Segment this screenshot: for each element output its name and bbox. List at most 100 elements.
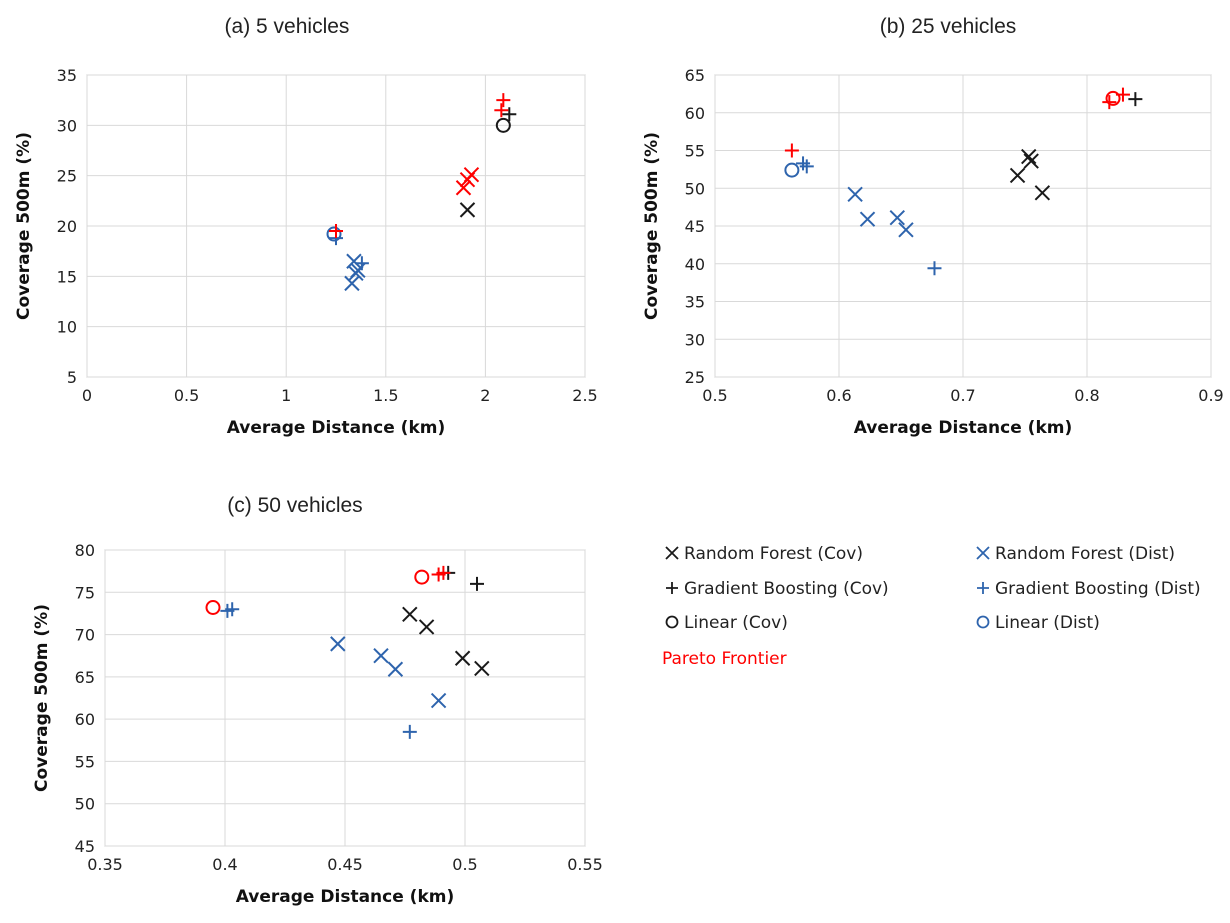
data-point-pareto-frontier [496, 93, 511, 108]
data-point-random-forest-cov [1009, 167, 1026, 184]
y-tick-label: 55 [685, 142, 705, 161]
data-point-random-forest-dist [889, 209, 905, 226]
legend-item-gradient-boosting-dist: Gradient Boosting (Dist) [977, 579, 1201, 599]
data-point-gradient-boosting-cov [470, 576, 484, 591]
legend-marker-x [976, 546, 990, 560]
series-random-forest-dist [847, 186, 914, 238]
data-point-random-forest-dist [346, 253, 362, 269]
y-axis-label: Coverage 500m (%) [32, 604, 52, 792]
x-tick-label: 0 [82, 386, 92, 405]
series-random-forest-dist [330, 636, 447, 709]
data-point-pareto-frontier [463, 166, 480, 183]
x-tick-label: 2.5 [572, 386, 597, 405]
chart-50-vehicles: (c) 50 vehicles 0.35 0.4 0.45 0.5 0.55 45 50 55 6… [32, 494, 603, 907]
x-tick-label: 0.4 [212, 855, 237, 874]
series-pareto-frontier [455, 166, 480, 196]
data-point-gradient-boosting-dist [220, 603, 235, 618]
legend-marker-circle [665, 615, 679, 629]
data-point-random-forest-dist [859, 211, 876, 227]
x-tick-label: 0.6 [826, 386, 851, 405]
data-point-random-forest-dist [430, 692, 447, 709]
y-tick-label: 55 [75, 752, 95, 771]
legend: Random Forest (Cov) Random Forest (Dist) G… [662, 544, 1201, 669]
x-tick-label: 0.7 [950, 386, 975, 405]
x-tick-label: 0.5 [174, 386, 199, 405]
legend-marker-plus [666, 582, 678, 594]
series-random-forest-cov [402, 606, 490, 677]
chart-title: (b) 25 vehicles [880, 15, 1017, 38]
data-point-gradient-boosting-dist [354, 256, 369, 271]
y-tick-label: 45 [685, 217, 705, 236]
series-gradient-boosting-cov [1128, 92, 1143, 107]
data-point-random-forest-cov [454, 650, 471, 666]
data-point-pareto-frontier [205, 600, 221, 616]
data-point-pareto-frontier [1115, 87, 1130, 102]
series-pareto-frontier [431, 565, 451, 582]
data-point-random-forest-dist [898, 222, 914, 238]
series-gradient-boosting-dist [796, 156, 942, 276]
x-tick-label: 0.8 [1074, 386, 1099, 405]
chart-title: (c) 50 vehicles [227, 494, 362, 517]
series-pareto-frontier [329, 93, 511, 239]
series-linear-dist [784, 162, 800, 178]
y-tick-label: 60 [75, 710, 95, 729]
series-random-forest-dist [344, 253, 366, 292]
data-point-linear-cov [495, 117, 511, 133]
x-axis-label: Average Distance (km) [227, 418, 445, 438]
data-point-random-forest-cov [474, 660, 490, 677]
data-point-random-forest-cov [1023, 153, 1039, 169]
chart-title: (a) 5 vehicles [225, 15, 350, 38]
legend-item-linear-cov: Linear (Cov) [665, 613, 788, 633]
series-gradient-boosting-cov [441, 565, 484, 591]
y-tick-label: 35 [57, 66, 77, 85]
x-tick-label: 2 [480, 386, 490, 405]
data-point-pareto-frontier [1102, 95, 1117, 110]
legend-pareto-label: Pareto Frontier [662, 649, 787, 669]
legend-marker-circle [976, 615, 990, 629]
y-tick-label: 50 [75, 795, 95, 814]
legend-label: Gradient Boosting (Dist) [995, 579, 1201, 599]
series-random-forest-cov [459, 202, 476, 218]
data-point-gradient-boosting-cov [502, 107, 517, 122]
chart-5-vehicles: (a) 5 vehicles 0 0.5 1 1.5 2 2.5 5 10 15 20 25 30 35 A… [14, 15, 598, 438]
data-point-linear-dist [784, 162, 800, 178]
y-tick-label: 25 [57, 167, 77, 186]
y-tick-label: 75 [75, 583, 95, 602]
data-point-random-forest-dist [373, 648, 389, 664]
series-random-forest-cov [1009, 148, 1051, 201]
data-point-gradient-boosting-dist [927, 261, 942, 276]
data-point-pareto-frontier [1105, 90, 1121, 106]
y-tick-label: 20 [57, 217, 77, 236]
legend-marker-x [665, 546, 679, 560]
x-tick-label: 0.55 [567, 855, 603, 874]
x-tick-label: 0.35 [87, 855, 123, 874]
data-point-gradient-boosting-cov [1128, 92, 1143, 107]
x-tick-label: 0.5 [452, 855, 477, 874]
data-point-random-forest-dist [847, 186, 863, 202]
data-point-gradient-boosting-dist [799, 159, 814, 174]
y-tick-label: 50 [685, 179, 705, 198]
y-tick-label: 35 [685, 293, 705, 312]
x-tick-label: 0.5 [702, 386, 727, 405]
data-point-gradient-boosting-dist [402, 724, 417, 739]
data-point-pareto-frontier [784, 143, 799, 158]
y-tick-label: 65 [685, 66, 705, 85]
series-gradient-boosting-dist [329, 231, 369, 271]
data-point-random-forest-cov [1034, 185, 1051, 201]
data-point-random-forest-dist [330, 636, 346, 652]
legend-label: Linear (Cov) [684, 613, 788, 633]
x-tick-label: 0.9 [1198, 386, 1223, 405]
x-tick-label: 1.5 [373, 386, 398, 405]
series-pareto-frontier [784, 87, 1130, 158]
series-gradient-boosting-cov [502, 107, 517, 122]
y-tick-label: 30 [57, 116, 77, 135]
chart-25-vehicles: (b) 25 vehicles 0.5 0.6 0.7 0.8 0.9 25 30 35 40 45… [642, 15, 1224, 438]
y-tick-label: 30 [685, 330, 705, 349]
data-point-pareto-frontier [436, 565, 451, 580]
y-tick-label: 45 [75, 837, 95, 856]
data-point-random-forest-cov [1021, 148, 1037, 165]
y-tick-label: 80 [75, 541, 95, 560]
x-axis-label: Average Distance (km) [236, 887, 454, 907]
data-point-pareto-frontier [414, 569, 430, 585]
